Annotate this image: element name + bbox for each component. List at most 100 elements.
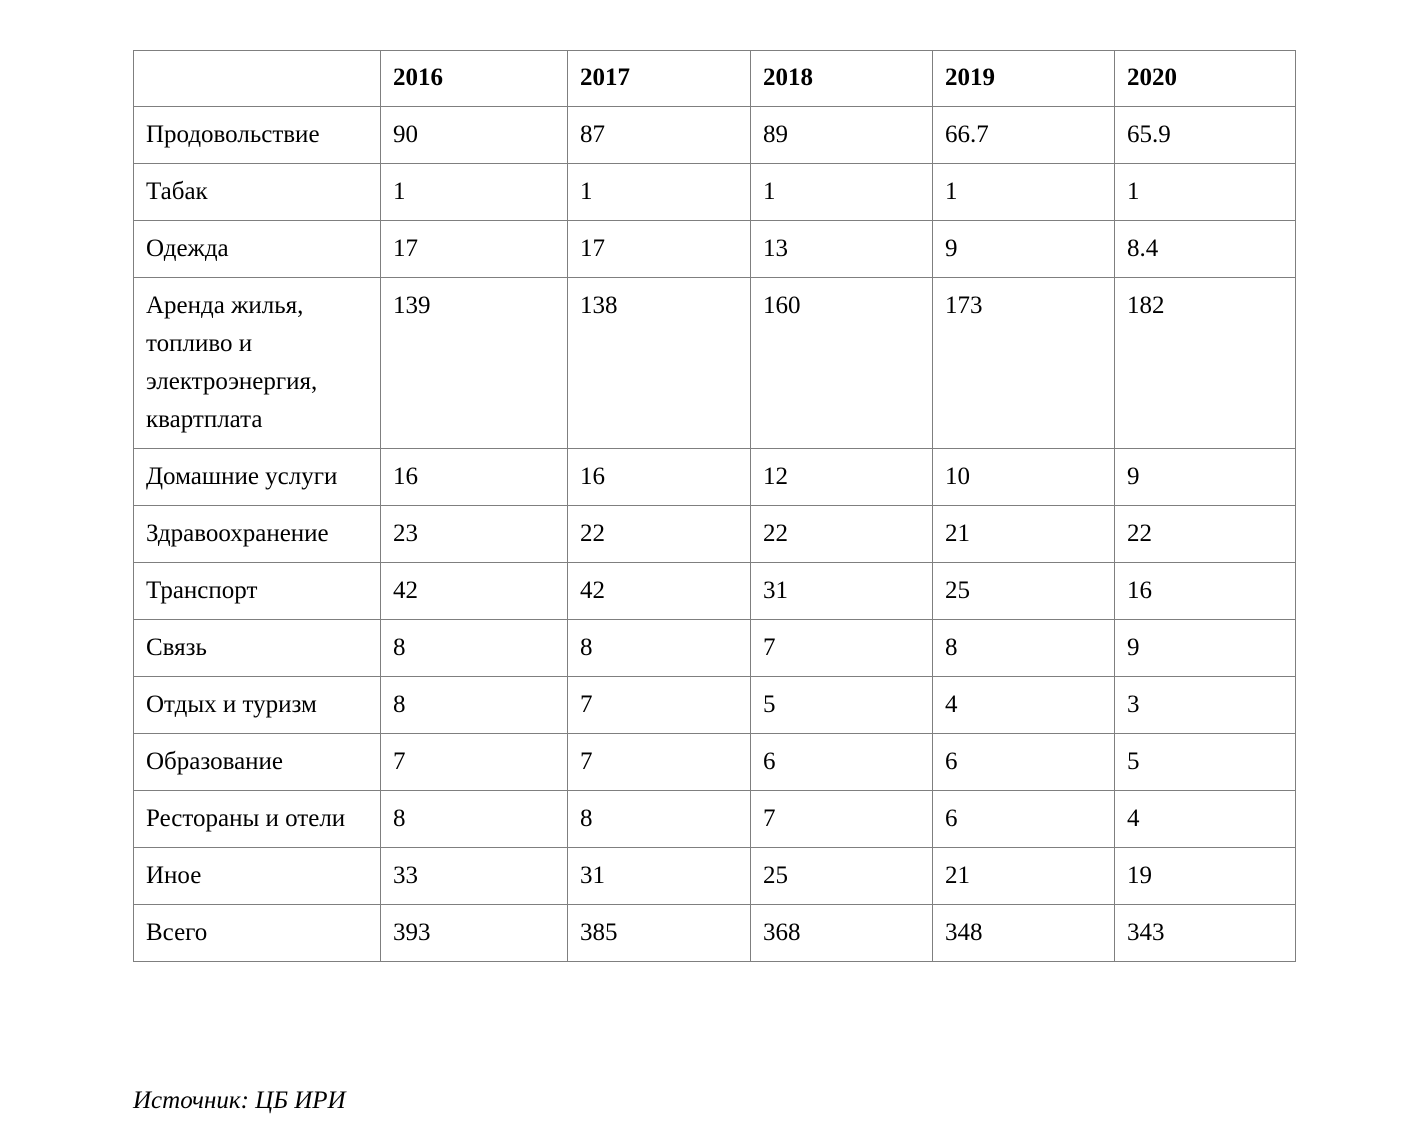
value-cell: 348: [932, 904, 1115, 962]
table-row: Домашние услуги 16 16 12 10 9: [133, 448, 1296, 506]
value-cell: 22: [567, 505, 751, 563]
value-cell: 7: [567, 733, 751, 791]
table-row: Отдых и туризм 8 7 5 4 3: [133, 676, 1296, 734]
value-cell: 89: [750, 106, 933, 164]
value-cell: 368: [750, 904, 933, 962]
value-cell: 1: [750, 163, 933, 221]
table-row: Образование 7 7 6 6 5: [133, 733, 1296, 791]
value-cell: 22: [750, 505, 933, 563]
year-header-cell: 2018: [750, 50, 933, 107]
table-row: Аренда жилья, топливо и электроэнергия, …: [133, 277, 1296, 449]
header-row: 2016 2017 2018 2019 2020: [133, 50, 1296, 107]
value-cell: 25: [750, 847, 933, 905]
value-cell: 7: [567, 676, 751, 734]
row-label-cell: Табак: [133, 163, 381, 221]
value-cell: 8: [932, 619, 1115, 677]
value-cell: 6: [932, 733, 1115, 791]
value-cell: 10: [932, 448, 1115, 506]
value-cell: 17: [567, 220, 751, 278]
value-cell: 385: [567, 904, 751, 962]
value-cell: 21: [932, 847, 1115, 905]
source-note: Источник: ЦБ ИРИ: [133, 1087, 346, 1114]
year-header-cell: 2020: [1114, 50, 1296, 107]
value-cell: 7: [750, 619, 933, 677]
table-row: Продовольствие 90 87 89 66.7 65.9: [133, 106, 1296, 164]
value-cell: 87: [567, 106, 751, 164]
value-cell: 65.9: [1114, 106, 1296, 164]
row-label-cell: Домашние услуги: [133, 448, 381, 506]
table-row: Транспорт 42 42 31 25 16: [133, 562, 1296, 620]
value-cell: 1: [1114, 163, 1296, 221]
value-cell: 1: [380, 163, 568, 221]
value-cell: 3: [1114, 676, 1296, 734]
value-cell: 31: [567, 847, 751, 905]
value-cell: 7: [750, 790, 933, 848]
row-label-cell: Здравоохранение: [133, 505, 381, 563]
year-header-cell: 2017: [567, 50, 751, 107]
value-cell: 22: [1114, 505, 1296, 563]
value-cell: 160: [750, 277, 933, 449]
value-cell: 173: [932, 277, 1115, 449]
row-label-cell: Связь: [133, 619, 381, 677]
value-cell: 33: [380, 847, 568, 905]
value-cell: 9: [1114, 448, 1296, 506]
value-cell: 1: [567, 163, 751, 221]
table-row: Здравоохранение 23 22 22 21 22: [133, 505, 1296, 563]
value-cell: 5: [1114, 733, 1296, 791]
value-cell: 138: [567, 277, 751, 449]
value-cell: 8.4: [1114, 220, 1296, 278]
table-row: Табак 1 1 1 1 1: [133, 163, 1296, 221]
value-cell: 4: [932, 676, 1115, 734]
row-label-cell: Рестораны и отели: [133, 790, 381, 848]
value-cell: 90: [380, 106, 568, 164]
value-cell: 19: [1114, 847, 1296, 905]
value-cell: 8: [380, 676, 568, 734]
value-cell: 23: [380, 505, 568, 563]
value-cell: 42: [380, 562, 568, 620]
row-label-cell: Отдых и туризм: [133, 676, 381, 734]
value-cell: 31: [750, 562, 933, 620]
row-label-cell: Образование: [133, 733, 381, 791]
expenditure-table: 2016 2017 2018 2019 2020 Продовольствие 90 87 8…: [133, 50, 1296, 962]
value-cell: 9: [932, 220, 1115, 278]
value-cell: 182: [1114, 277, 1296, 449]
value-cell: 8: [567, 619, 751, 677]
value-cell: 139: [380, 277, 568, 449]
value-cell: 9: [1114, 619, 1296, 677]
row-label-cell: Продовольствие: [133, 106, 381, 164]
value-cell: 4: [1114, 790, 1296, 848]
value-cell: 1: [932, 163, 1115, 221]
value-cell: 6: [750, 733, 933, 791]
value-cell: 42: [567, 562, 751, 620]
table-row: Одежда 17 17 13 9 8.4: [133, 220, 1296, 278]
value-cell: 343: [1114, 904, 1296, 962]
value-cell: 16: [1114, 562, 1296, 620]
value-cell: 17: [380, 220, 568, 278]
table-row: Всего 393 385 368 348 343: [133, 904, 1296, 962]
year-header-cell: 2019: [932, 50, 1115, 107]
value-cell: 6: [932, 790, 1115, 848]
value-cell: 8: [380, 619, 568, 677]
value-cell: 5: [750, 676, 933, 734]
table-row: Иное 33 31 25 21 19: [133, 847, 1296, 905]
value-cell: 7: [380, 733, 568, 791]
table-row: Рестораны и отели 8 8 7 6 4: [133, 790, 1296, 848]
row-label-cell: Всего: [133, 904, 381, 962]
corner-cell: [133, 50, 381, 107]
row-label-cell: Одежда: [133, 220, 381, 278]
value-cell: 393: [380, 904, 568, 962]
value-cell: 13: [750, 220, 933, 278]
year-header-cell: 2016: [380, 50, 568, 107]
row-label-cell: Аренда жилья, топливо и электроэнергия, …: [133, 277, 381, 449]
value-cell: 8: [567, 790, 751, 848]
value-cell: 16: [567, 448, 751, 506]
table-row: Связь 8 8 7 8 9: [133, 619, 1296, 677]
row-label-cell: Транспорт: [133, 562, 381, 620]
row-label-cell: Иное: [133, 847, 381, 905]
value-cell: 66.7: [932, 106, 1115, 164]
value-cell: 12: [750, 448, 933, 506]
value-cell: 8: [380, 790, 568, 848]
value-cell: 25: [932, 562, 1115, 620]
table-body: Продовольствие 90 87 89 66.7 65.9 Табак 1 1 1 1 1 Од…: [133, 106, 1296, 962]
